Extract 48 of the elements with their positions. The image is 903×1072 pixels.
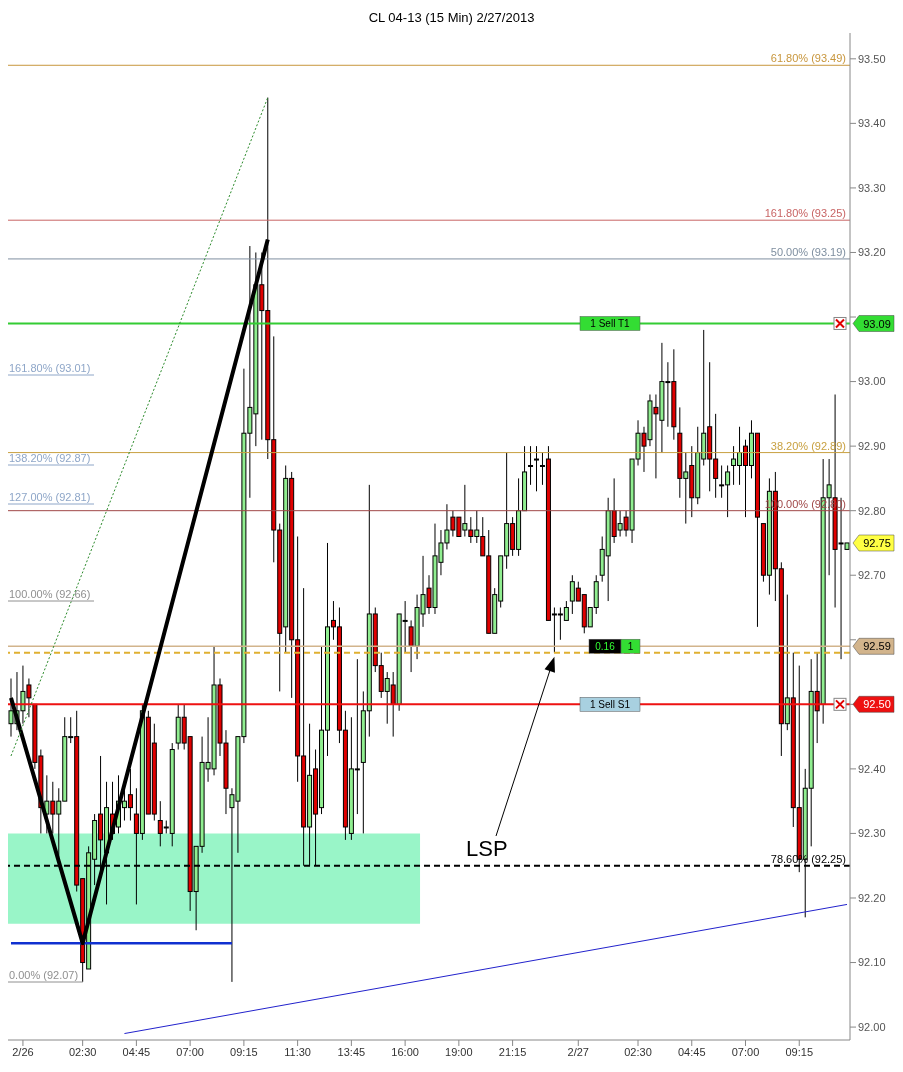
y-tick-label: 92.80 (858, 504, 886, 517)
x-tick-label: 13:45 (337, 1045, 366, 1058)
annotation: 100.00% (92.66) (9, 588, 91, 600)
y-tick-label: 93.50 (858, 52, 886, 65)
x-tick-label: 07:00 (731, 1045, 760, 1058)
x-tick-label: 16:00 (391, 1045, 419, 1058)
annotation: 127.00% (92.81) (9, 491, 91, 503)
x-tick-label: 2/27 (567, 1045, 589, 1058)
y-tick-label: 92.20 (858, 891, 886, 904)
x-tick-label: 09:15 (785, 1045, 814, 1058)
annotation: 1 Sell T1 (590, 318, 631, 330)
y-tick-label: 93.20 (858, 246, 886, 259)
y-tick-label: 92.90 (858, 440, 886, 453)
candlestick (534, 445, 539, 492)
y-tick-label: 92.10 (858, 956, 886, 969)
x-tick-label: 04:45 (122, 1045, 151, 1058)
annotation: 1 Sell S1 (589, 699, 631, 711)
y-tick-label: 92.40 (858, 762, 886, 775)
x-tick-label: 21:15 (498, 1045, 527, 1058)
x-tick-label: 04:45 (677, 1045, 706, 1058)
text: 93.09 (863, 317, 891, 330)
ref-line-label: 61.80% (93.49) (770, 52, 846, 65)
x-tick-label: 07:00 (176, 1045, 204, 1058)
annotation: LSP (466, 836, 508, 861)
x-tick-label: 02:30 (624, 1045, 652, 1058)
annotation: 138.20% (92.87) (9, 452, 91, 464)
y-tick-label: 92.70 (858, 569, 886, 582)
x-tick-label: 19:00 (445, 1045, 473, 1058)
chart-title: CL 04-13 (15 Min) 2/27/2013 (367, 9, 536, 27)
y-tick-label: 92.30 (858, 827, 886, 840)
y-tick-label: 93.30 (858, 181, 886, 194)
annotation: 161.80% (93.01) (9, 362, 91, 374)
ref-line-label: 161.80% (93.25) (764, 207, 846, 220)
y-tick-label: 92.00 (858, 1020, 886, 1033)
y-tick-label: 93.00 (858, 375, 886, 388)
annotation: 0.16 (595, 641, 616, 653)
annotation: 1 (627, 641, 634, 653)
ref-line-label: 50.00% (93.19) (770, 245, 846, 258)
x-tick-label: 02:30 (68, 1045, 97, 1058)
text: 92.75 (863, 537, 891, 549)
text: 92.59 (863, 640, 891, 653)
text: 92.50 (863, 698, 891, 711)
y-tick-label: 93.40 (858, 117, 886, 130)
x-tick-label: 2/26 (12, 1045, 34, 1058)
candlestick (528, 445, 534, 486)
annotation: 0.00% (92.07) (9, 969, 79, 981)
x-tick-label: 11:30 (284, 1045, 311, 1058)
x-tick-label: 09:15 (230, 1045, 258, 1058)
